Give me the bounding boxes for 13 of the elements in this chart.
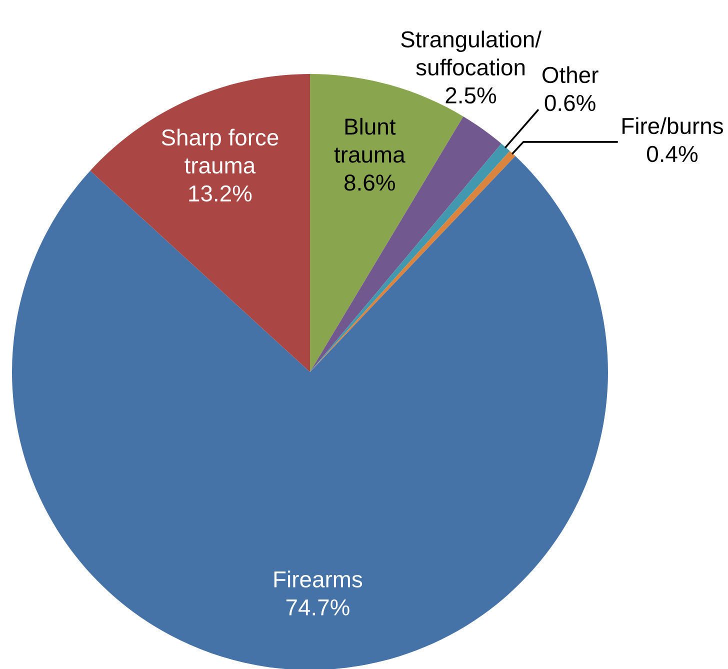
slice-label: Strangulation/ suffocation	[401, 30, 542, 76]
slice-label: Blunt trauma	[334, 118, 406, 163]
slice-label: Sharp force trauma	[162, 128, 278, 174]
data-label: 8.6%	[344, 174, 395, 191]
slice-label: Fire/burns	[622, 117, 723, 134]
data-label: 0.4%	[647, 146, 698, 162]
slice-label: Other	[542, 66, 598, 84]
slice-label: Firearms	[274, 570, 362, 588]
data-label: 2.5%	[446, 87, 496, 104]
data-label: 0.6%	[544, 94, 596, 112]
pie-slice	[90, 74, 310, 372]
data-label: 13.2%	[189, 185, 252, 202]
data-label: 74.7%	[286, 599, 350, 616]
